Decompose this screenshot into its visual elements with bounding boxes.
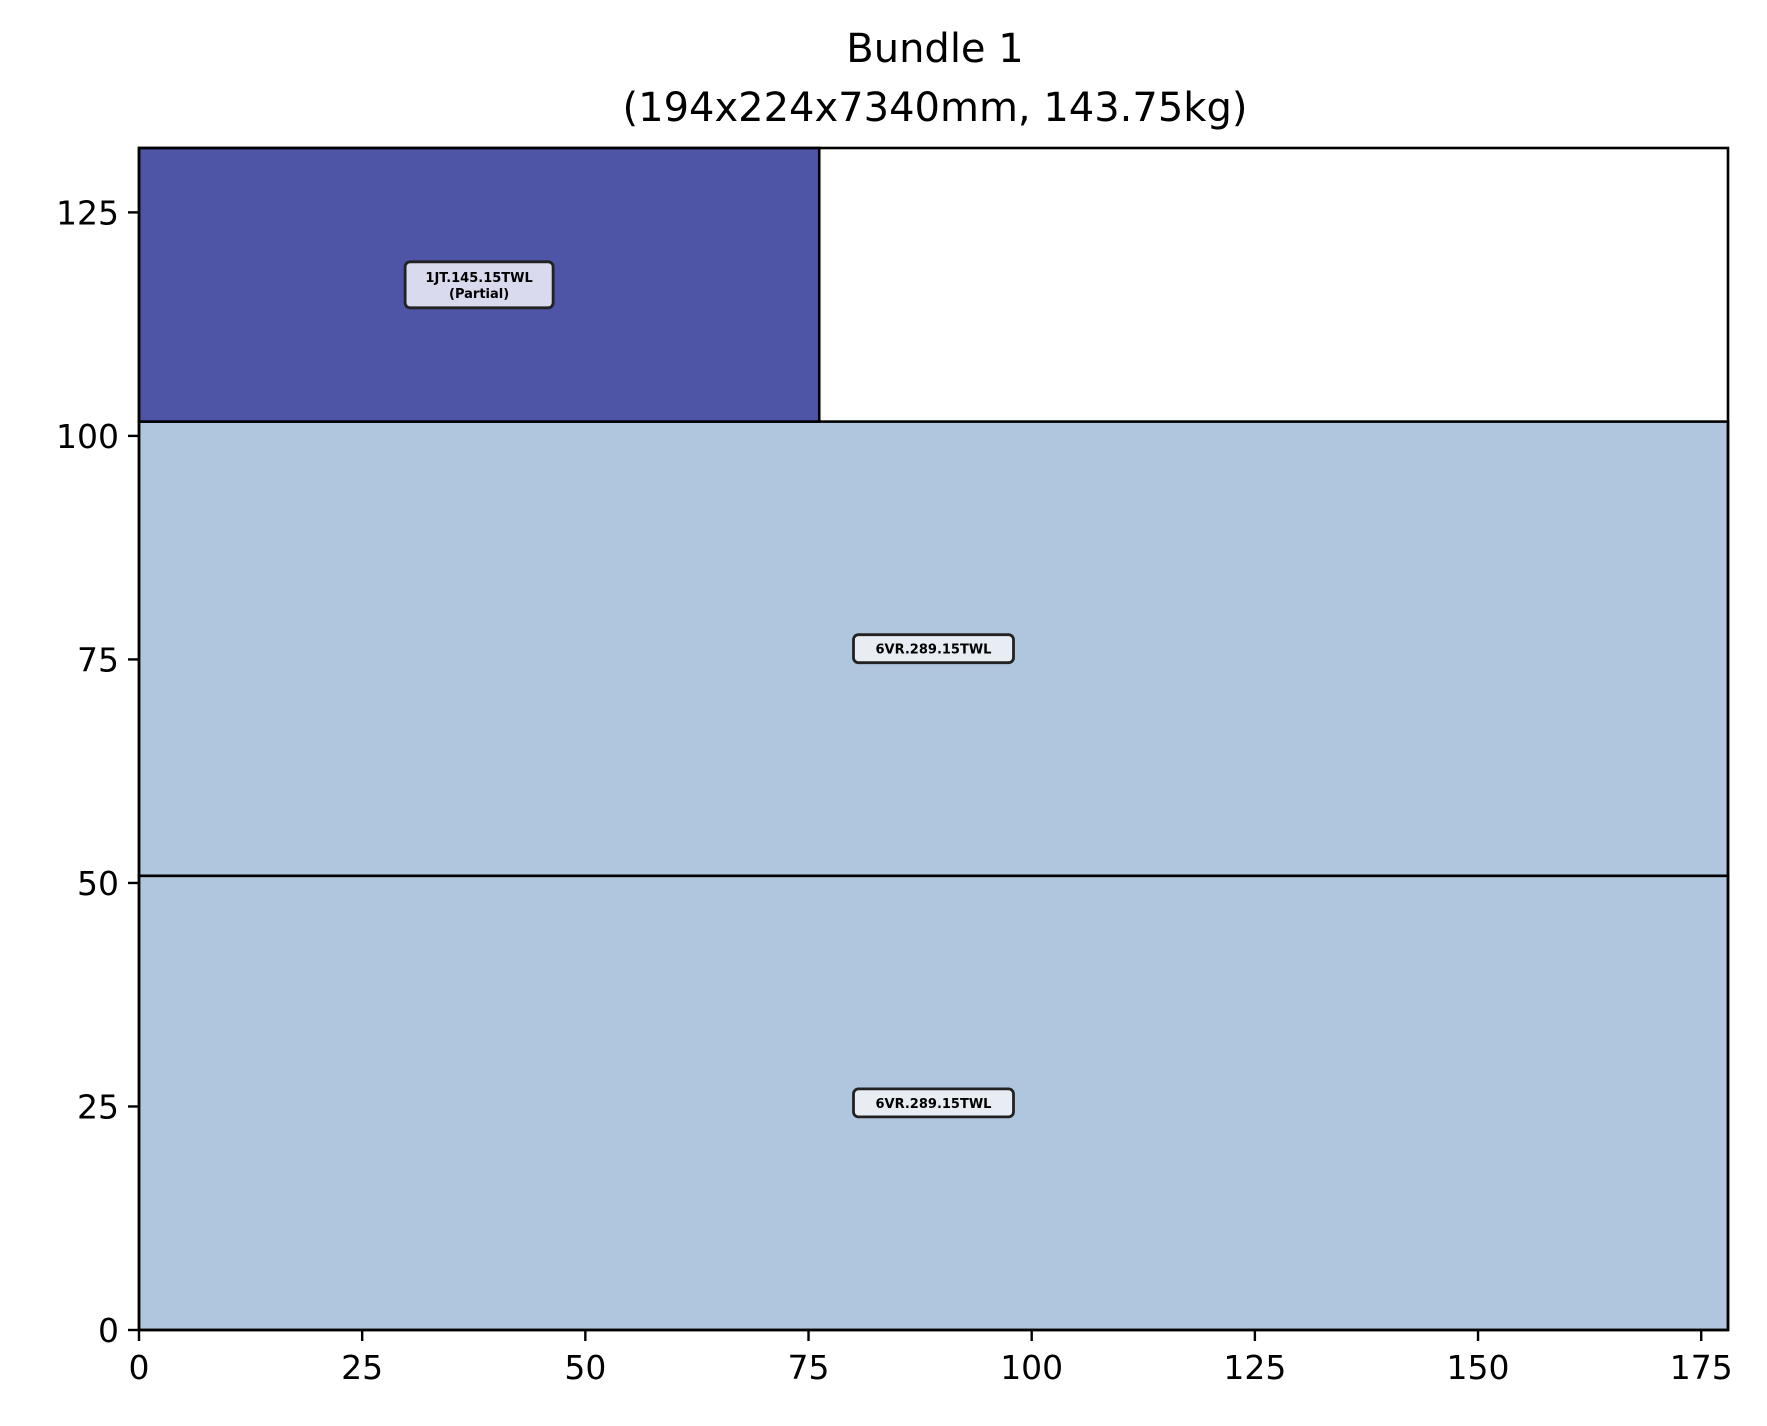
x-tick-label-4: 100 [1000,1348,1063,1387]
x-tick-label-3: 75 [788,1348,830,1387]
x-tick-label-6: 150 [1447,1348,1510,1387]
x-tick-label-0: 0 [129,1348,150,1387]
y-tick-label-4: 100 [56,417,119,456]
y-tick-label-5: 125 [56,193,119,232]
x-tick-label-5: 125 [1223,1348,1286,1387]
item-label-box-0 [852,1087,1015,1119]
y-axis: 0 25 50 75 100 125 [56,193,139,1350]
chart-subtitle: (194x224x7340mm, 143.75kg) [623,85,1248,131]
y-tick-label-0: 0 [98,1311,119,1350]
y-tick-label-2: 50 [77,864,119,903]
item-label-box-1 [852,633,1015,665]
item-label-text-1-0: 6VR.289.15TWL [876,643,992,658]
plot-frame [137,146,1730,1332]
y-tick-label-1: 25 [77,1087,119,1126]
item-label-text-2-1: (Partial) [449,287,509,302]
item-label-1: 6VR.289.15TWL [852,633,1015,665]
label-layer: 6VR.289.15TWL 6VR.289.15TWL 1JT.145.15TWL(… [403,260,1015,1119]
item-label-2: 1JT.145.15TWL(Partial) [403,260,555,310]
y-tick-label-3: 75 [77,640,119,679]
x-axis: 0 25 50 75 100 125 150 175 [129,1330,1733,1387]
x-tick-label-7: 175 [1670,1348,1733,1387]
item-label-0: 6VR.289.15TWL [852,1087,1015,1119]
item-label-text-2-0: 1JT.145.15TWL [425,271,532,286]
chart-title: Bundle 1 [846,26,1023,72]
item-label-text-0-0: 6VR.289.15TWL [876,1097,992,1112]
x-tick-label-1: 25 [341,1348,383,1387]
item-label-box-2 [403,260,555,310]
x-tick-label-2: 50 [564,1348,606,1387]
